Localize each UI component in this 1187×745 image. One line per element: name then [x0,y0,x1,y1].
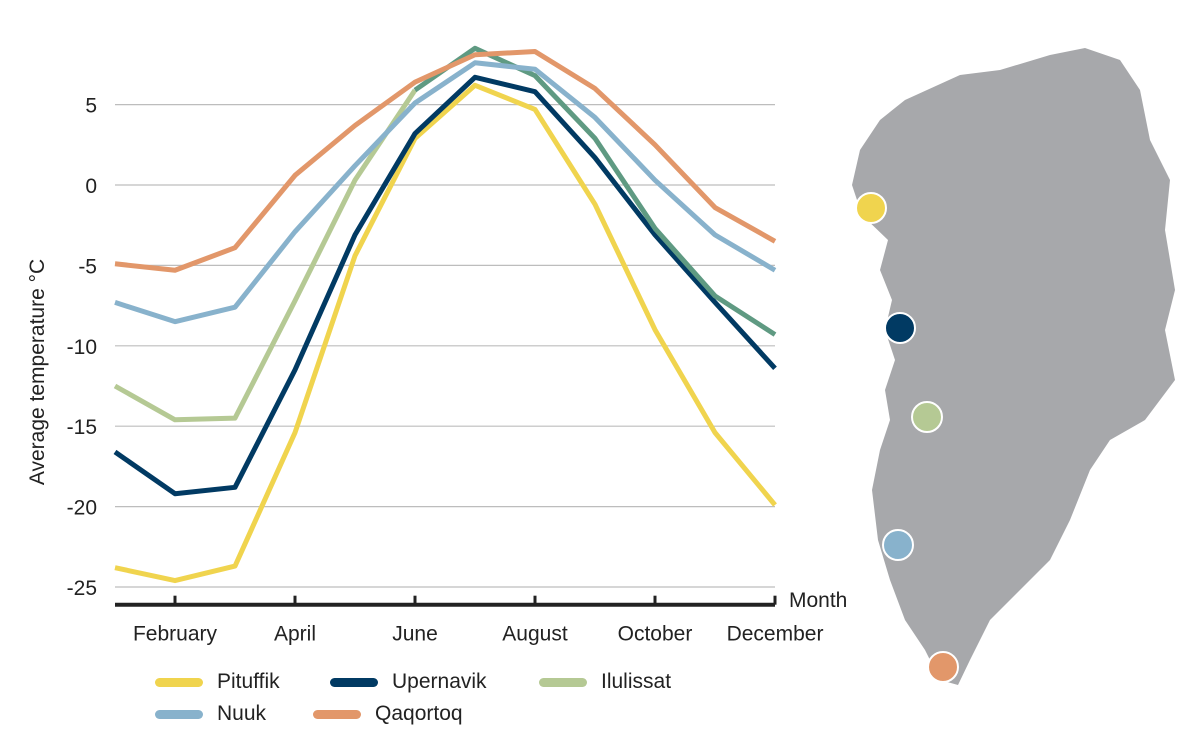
map-marker-ilulissat [911,401,943,433]
y-tick-label: 5 [85,95,97,118]
series-line-pituffik [114,82,777,584]
x-tick-label: June [392,623,438,646]
x-tick-label: October [618,623,693,646]
series-line-nuuk [114,60,777,325]
y-tick-label: -20 [67,497,97,520]
x-axis-label: Month [789,589,847,612]
series-line-ilulissat-summer [413,45,777,337]
y-tick-label: 0 [85,175,97,198]
y-tick-label: -15 [67,416,97,439]
x-tick-label: April [274,623,316,646]
x-tick-label: December [727,623,824,646]
map-marker-nuuk [882,529,914,561]
greenland-landmass [852,48,1175,685]
legend-item-qaqortoq: Qaqortoq [313,702,463,726]
map-marker-qaqortoq [927,651,959,683]
map-marker-pituffik [855,192,887,224]
legend-item-upernavik: Upernavik [330,670,487,694]
x-tick-label: August [502,623,568,646]
series-line-upernavik [113,74,777,497]
legend-swatch [539,677,587,687]
legend-label: Pituffik [217,670,280,693]
series-line-qaqortoq [114,49,777,273]
legend-label: Qaqortoq [375,702,463,725]
legend-swatch [155,677,203,687]
legend-item-ilulissat: Ilulissat [539,670,671,694]
legend-item-nuuk: Nuuk [155,702,266,726]
series-line-ilulissat [113,88,418,423]
y-axis-label: Average temperature °C [26,259,49,485]
y-tick-label: -5 [78,255,97,278]
legend-swatch [155,709,203,719]
x-tick-label: February [133,623,218,646]
legend-label: Nuuk [217,702,267,725]
legend-label: Ilulissat [601,670,672,693]
legend-swatch [330,677,378,687]
y-tick-label: -25 [67,577,97,600]
y-tick-label: -10 [67,336,97,359]
legend-label: Upernavik [392,670,487,693]
legend-item-pituffik: Pituffik [155,670,280,694]
map-marker-upernavik [884,312,916,344]
greenland-map [852,48,1175,685]
legend-swatch [313,709,361,719]
